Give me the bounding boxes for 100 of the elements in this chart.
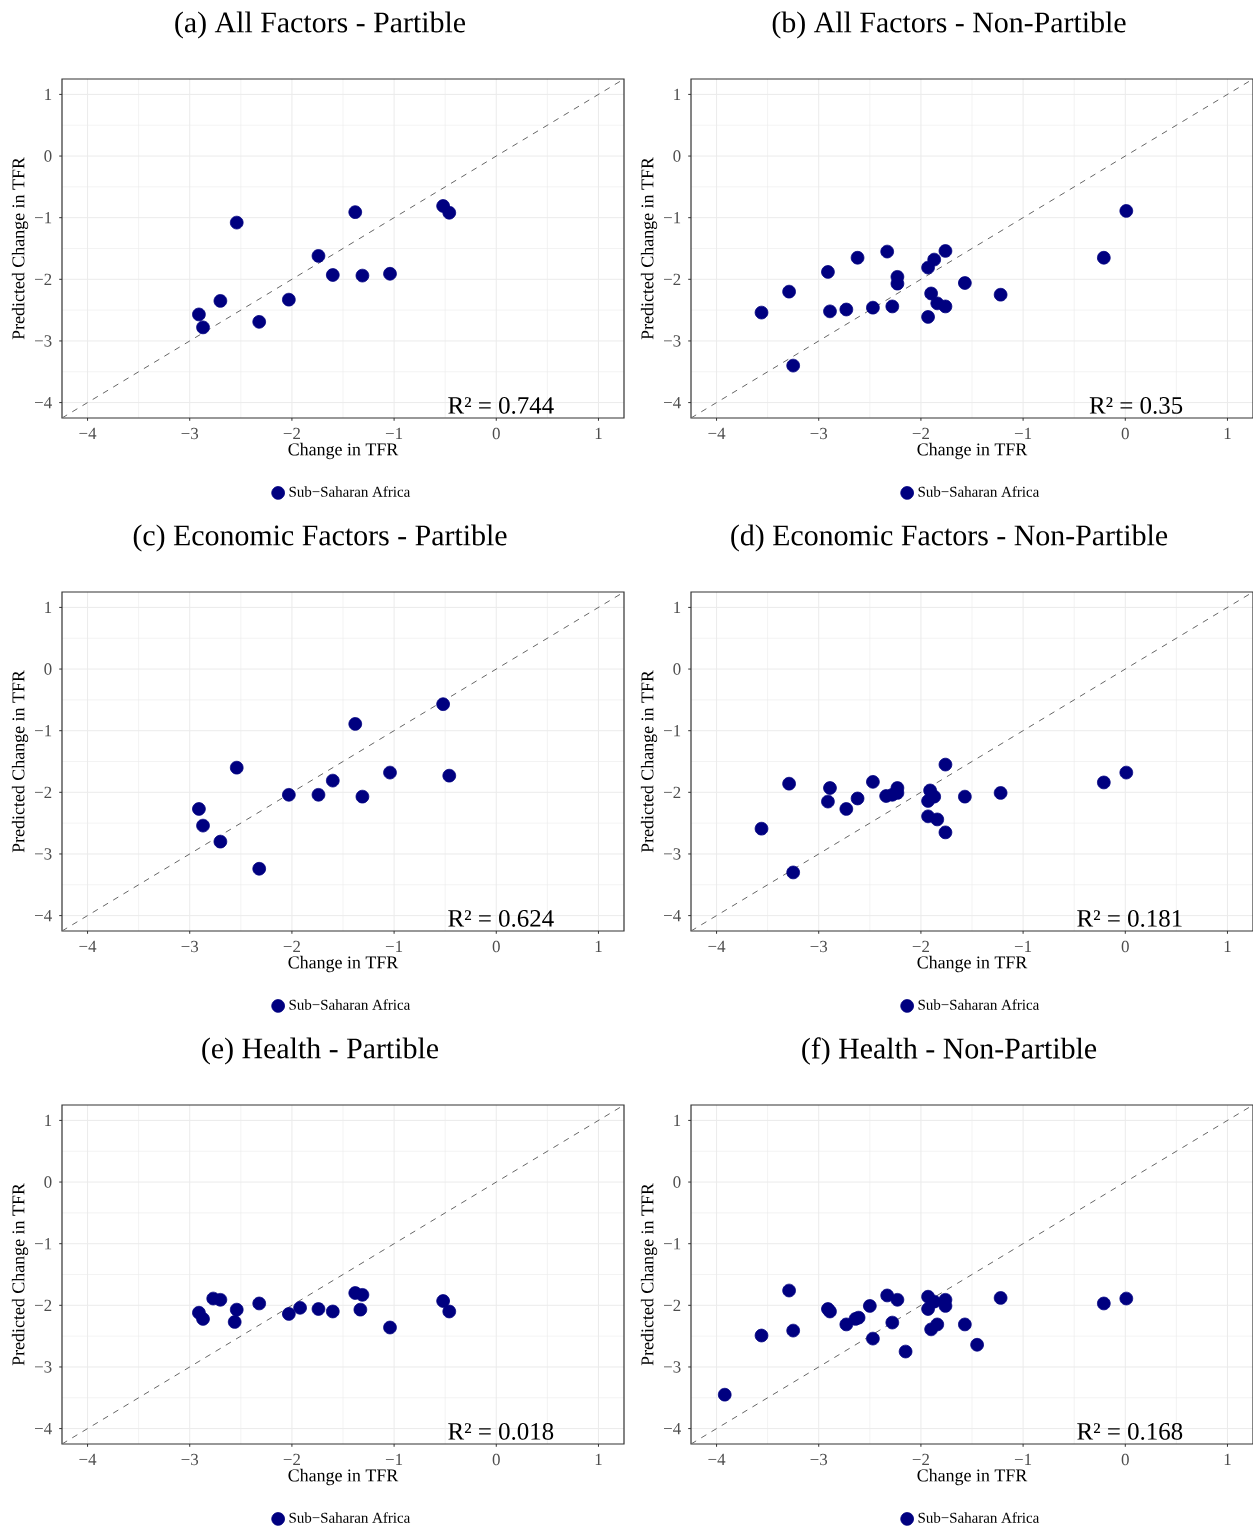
- x-tick-label: −4: [708, 1453, 726, 1465]
- y-tick-label: −1: [663, 1238, 681, 1250]
- y-tick-label: −4: [34, 397, 52, 409]
- x-tick-label: −2: [912, 427, 929, 440]
- annotation: R² = 0.624: [448, 909, 554, 927]
- y-tick-label: 0: [44, 663, 52, 675]
- y-tick-label: −4: [34, 1423, 52, 1435]
- y-tick-label: −1: [34, 725, 52, 737]
- x-tick-label: −3: [810, 940, 828, 953]
- chart-title: (a) All Factors - Partible: [175, 11, 466, 39]
- y-tick-label: 0: [673, 663, 681, 675]
- x-tick-label: 0: [1121, 427, 1129, 440]
- y-tick-label: 1: [45, 88, 52, 100]
- x-tick-label: 1: [1224, 1453, 1231, 1466]
- x-tick-label: −2: [912, 940, 929, 953]
- chart-title: (b) All Factors - Non-Partible: [772, 11, 1126, 39]
- chart-title: (c) Economic Factors - Partible: [133, 524, 507, 552]
- annotation: R² = 0.744: [448, 396, 554, 414]
- y-tick-label: −3: [663, 335, 681, 347]
- y-tick-label: −1: [663, 725, 681, 737]
- y-tick-label: −2: [663, 1299, 681, 1311]
- annotation: R² = 0.018: [448, 1423, 554, 1440]
- legend-label: Sub−Saharan Africa: [289, 1512, 411, 1523]
- y-tick-label: −1: [34, 1238, 52, 1250]
- y-tick-label: 0: [673, 1176, 681, 1188]
- y-tick-label: −1: [663, 212, 681, 224]
- x-axis-title: Change in TFR: [917, 955, 1028, 973]
- x-tick-label: 1: [1224, 427, 1231, 440]
- y-axis-title: Predicted Change in TFR: [11, 670, 29, 853]
- y-tick-label: 1: [45, 1114, 52, 1127]
- x-tick-label: −4: [79, 940, 97, 952]
- y-axis-title: Predicted Change in TFR: [11, 157, 29, 340]
- legend-label: Sub−Saharan Africa: [289, 999, 411, 1010]
- legend-label: Sub−Saharan Africa: [918, 1512, 1040, 1523]
- y-tick-label: −2: [34, 1299, 52, 1311]
- y-tick-label: −2: [663, 273, 681, 285]
- x-tick-label: 0: [1121, 940, 1129, 953]
- y-tick-label: −4: [34, 910, 52, 922]
- chart-title: (d) Economic Factors - Non-Partible: [731, 524, 1168, 552]
- x-tick-label: −1: [385, 940, 403, 953]
- x-tick-label: −3: [181, 1453, 199, 1466]
- y-tick-label: −4: [663, 1423, 681, 1435]
- y-tick-label: −2: [663, 786, 681, 798]
- y-tick-label: −4: [663, 910, 681, 922]
- y-tick-label: 1: [45, 601, 52, 614]
- annotation: R² = 0.181: [1077, 909, 1182, 927]
- x-tick-label: −4: [79, 1453, 97, 1465]
- x-axis-title: Change in TFR: [917, 442, 1028, 460]
- legend-label: Sub−Saharan Africa: [289, 486, 411, 497]
- x-tick-label: 0: [492, 427, 500, 440]
- y-tick-label: −3: [34, 1361, 52, 1373]
- y-tick-label: 0: [673, 150, 681, 162]
- y-tick-label: −1: [34, 212, 52, 224]
- x-tick-label: −1: [1014, 940, 1032, 953]
- x-axis-title: Change in TFR: [288, 1468, 399, 1486]
- y-axis-title: Predicted Change in TFR: [640, 157, 658, 340]
- x-tick-label: 1: [595, 940, 602, 953]
- x-tick-label: 1: [1224, 940, 1231, 953]
- legend-label: Sub−Saharan Africa: [918, 486, 1040, 497]
- x-tick-label: −2: [283, 1453, 300, 1466]
- x-tick-label: 0: [492, 1453, 500, 1466]
- annotation: R² = 0.168: [1077, 1423, 1183, 1440]
- x-tick-label: −3: [181, 427, 199, 440]
- x-tick-label: −3: [181, 940, 199, 953]
- chart-title: (e) Health - Partible: [202, 1037, 439, 1065]
- y-tick-label: −2: [34, 786, 52, 798]
- x-tick-label: −4: [708, 427, 726, 439]
- x-tick-label: −3: [810, 1453, 828, 1466]
- x-tick-label: 1: [595, 427, 602, 440]
- x-tick-label: −1: [385, 427, 403, 440]
- annotation: R² = 0.35: [1089, 396, 1183, 414]
- legend-label: Sub−Saharan Africa: [918, 999, 1040, 1010]
- y-axis-title: Predicted Change in TFR: [640, 1183, 658, 1366]
- x-tick-label: −1: [1014, 1453, 1032, 1466]
- x-tick-label: −1: [1014, 427, 1032, 440]
- x-tick-label: −3: [810, 427, 828, 440]
- y-tick-label: 1: [674, 601, 681, 614]
- x-tick-label: 0: [492, 940, 500, 953]
- x-tick-label: −2: [912, 1453, 929, 1466]
- x-axis-title: Change in TFR: [288, 955, 399, 973]
- x-tick-label: −4: [708, 940, 726, 952]
- y-axis-title: Predicted Change in TFR: [640, 670, 658, 853]
- y-tick-label: −4: [663, 397, 681, 409]
- y-tick-label: 1: [674, 88, 681, 100]
- chart-title: (f) Health - Non-Partible: [802, 1037, 1097, 1065]
- y-tick-label: −3: [663, 1361, 681, 1373]
- y-tick-label: −3: [34, 335, 52, 347]
- y-tick-label: 1: [674, 1114, 681, 1127]
- y-tick-label: 0: [44, 1176, 52, 1188]
- x-tick-label: −2: [283, 940, 300, 953]
- x-tick-label: −2: [283, 427, 300, 440]
- y-axis-title: Predicted Change in TFR: [11, 1183, 29, 1366]
- x-tick-label: −1: [385, 1453, 403, 1466]
- x-axis-title: Change in TFR: [288, 442, 399, 460]
- y-tick-label: −3: [663, 848, 681, 860]
- x-tick-label: 1: [595, 1453, 602, 1466]
- y-tick-label: −3: [34, 848, 52, 860]
- y-tick-label: −2: [34, 273, 52, 285]
- x-axis-title: Change in TFR: [917, 1468, 1028, 1486]
- x-tick-label: −4: [79, 427, 97, 439]
